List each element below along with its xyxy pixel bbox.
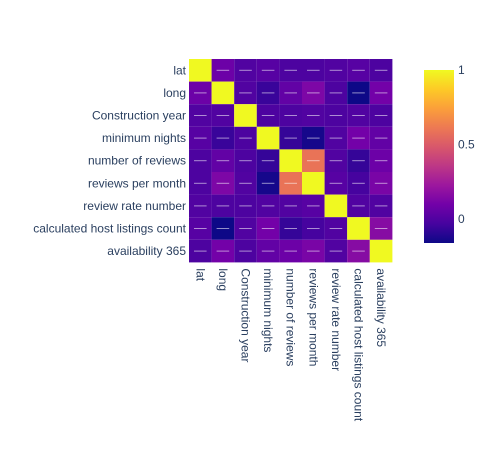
heatmap-cells [189, 59, 393, 263]
heatmap-cell-5-5 [302, 172, 325, 195]
heatmap-cell-2-2 [234, 104, 257, 127]
x-tick-label-0: lat [193, 268, 207, 281]
x-tick-label-1: long [216, 268, 230, 291]
colorbar: 00.51 [424, 63, 475, 243]
y-tick-label-7: calculated host listings count [33, 222, 186, 236]
y-tick-label-2: Construction year [92, 109, 186, 123]
heatmap-cell-0-0 [189, 59, 212, 82]
heatmap-cell-4-4 [279, 149, 302, 172]
heatmap-cell-7-7 [347, 217, 370, 240]
colorbar-tick-label-2: 1 [458, 63, 465, 77]
x-tick-label-6: review rate number [329, 268, 343, 371]
y-tick-label-1: long [163, 86, 186, 100]
x-tick-label-8: availability 365 [374, 268, 388, 347]
y-tick-label-6: review rate number [83, 199, 186, 213]
colorbar-tick-label-1: 0.5 [458, 138, 475, 152]
x-tick-label-2: Construction year [239, 268, 253, 362]
heatmap-cell-6-6 [324, 194, 348, 218]
x-tick-label-7: calculated host listings count [352, 268, 366, 421]
x-tick-label-3: minimum nights [261, 268, 275, 352]
y-axis-labels: lat long Construction year minimum nights nu… [33, 63, 186, 258]
x-axis-labels: lat long Construction year minimum nights nu… [193, 268, 388, 421]
heatmap-cell-1-1 [211, 81, 235, 105]
heatmap-cell-3-3 [256, 126, 280, 150]
colorbar-gradient [424, 70, 454, 243]
y-tick-label-4: number of reviews [88, 154, 186, 168]
colorbar-tick-label-0: 0 [458, 212, 465, 226]
x-tick-label-4: number of reviews [284, 268, 298, 366]
y-tick-label-0: lat [173, 63, 186, 77]
y-tick-label-8: availability 365 [107, 244, 186, 258]
y-tick-label-5: reviews per month [88, 176, 186, 190]
heatmap-cell-8-8 [369, 239, 393, 263]
y-tick-label-3: minimum nights [102, 131, 186, 145]
x-tick-label-5: reviews per month [306, 268, 320, 366]
